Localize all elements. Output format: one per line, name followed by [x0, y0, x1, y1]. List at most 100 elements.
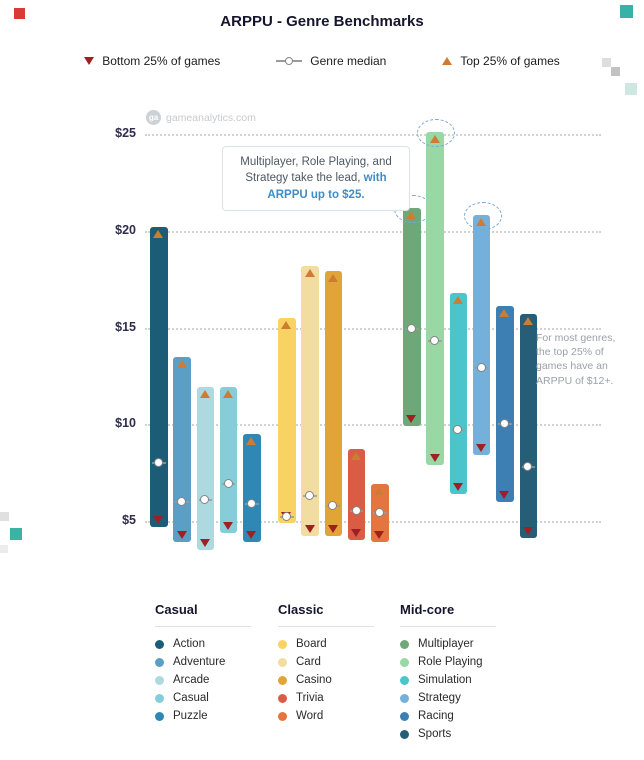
median-dot-simulation — [453, 425, 463, 435]
legend-item-puzzle: Puzzle — [155, 710, 278, 722]
legend-item-label: Role Playing — [418, 656, 483, 668]
bottom-quartile-marker-action — [153, 515, 164, 524]
median-dot-strategy — [476, 363, 486, 373]
top-quartile-marker-trivia — [351, 452, 362, 461]
legend-color-dot — [400, 657, 409, 667]
bar-multiplayer — [403, 207, 421, 427]
legend-top-quartile: Top 25% of games — [442, 54, 560, 68]
y-axis-label: $5 — [122, 513, 136, 527]
bar-card — [301, 265, 319, 537]
top-quartile-marker-puzzle — [246, 436, 257, 445]
legend-item-sports: Sports — [400, 728, 550, 740]
top-quartile-marker-casino — [327, 274, 338, 283]
top-quartile-marker-racing — [499, 309, 510, 318]
median-dot-card — [305, 490, 315, 500]
legend-median-label: Genre median — [310, 54, 387, 68]
legend-item-label: Simulation — [418, 674, 472, 686]
pixel-decoration — [602, 58, 611, 67]
legend-group-casual: Casual Action Adventure Arcade Casual Puzzle — [155, 602, 278, 746]
bar-board — [278, 317, 296, 523]
legend-group-classic: Classic Board Card Casino Trivia Word — [278, 602, 400, 746]
legend-item-card: Card — [278, 656, 400, 668]
bar-sports — [519, 313, 537, 539]
median-dot-action — [153, 457, 163, 467]
legend-item-label: Board — [296, 638, 327, 650]
chart-legend: Bottom 25% of games Genre median Top 25%… — [0, 54, 644, 68]
bar-role-playing — [426, 132, 444, 465]
legend-item-label: Card — [296, 656, 321, 668]
legend-item-multiplayer: Multiplayer — [400, 638, 550, 650]
highlight-ring-role-playing — [417, 119, 456, 148]
legend-item-casual: Casual — [155, 692, 278, 704]
bottom-quartile-marker-word — [374, 531, 385, 540]
legend-item-trivia: Trivia — [278, 692, 400, 704]
legend-item-racing: Racing — [400, 710, 550, 722]
pixel-decoration — [10, 528, 22, 540]
legend-color-dot — [278, 675, 287, 685]
legend-color-dot — [155, 639, 164, 649]
legend-group-mid-core: Mid-core Multiplayer Role Playing Simulatio… — [400, 602, 550, 746]
highlight-ring-strategy — [463, 202, 502, 231]
top-quartile-marker-card — [304, 268, 315, 277]
bar-trivia — [347, 449, 366, 541]
pixel-decoration — [0, 545, 8, 553]
legend-color-dot — [155, 657, 164, 667]
bar-simulation — [449, 292, 468, 494]
y-axis-label: $20 — [115, 222, 136, 237]
bottom-quartile-marker-sports — [522, 527, 533, 536]
legend-item-label: Casual — [173, 692, 209, 704]
bottom-quartile-marker-trivia — [351, 529, 362, 538]
bottom-quartile-marker-casino — [327, 525, 338, 534]
watermark-text: gameanalytics.com — [166, 111, 256, 124]
legend-item-label: Trivia — [296, 692, 324, 704]
top-quartile-marker-adventure — [176, 359, 187, 368]
legend-item-label: Action — [173, 638, 205, 650]
side-note: For most genres, the top 25% of games ha… — [536, 332, 616, 387]
top-quartile-marker-sports — [522, 316, 533, 325]
median-dot-word — [374, 508, 384, 518]
gameanalytics-logo-icon: ga — [146, 110, 161, 125]
median-dot-trivia — [351, 506, 361, 516]
bottom-quartile-icon — [84, 57, 95, 65]
legend-color-dot — [400, 639, 409, 649]
bar-adventure — [173, 356, 191, 543]
pixel-decoration — [620, 5, 633, 18]
pixel-decoration — [0, 512, 9, 521]
legend-color-dot — [400, 729, 409, 739]
legend-item-role-playing: Role Playing — [400, 656, 550, 668]
legend-group-title: Classic — [278, 602, 374, 627]
legend-item-label: Arcade — [173, 674, 210, 686]
bottom-quartile-marker-simulation — [452, 482, 463, 491]
bottom-quartile-marker-role-playing — [429, 453, 440, 462]
bottom-quartile-marker-multiplayer — [406, 415, 417, 424]
genre-legend: Casual Action Adventure Arcade Casual Puzzle C… — [155, 602, 550, 746]
legend-item-simulation: Simulation — [400, 674, 550, 686]
bar-puzzle — [243, 433, 261, 543]
top-quartile-marker-casual — [223, 390, 234, 399]
legend-bottom-label: Bottom 25% of games — [102, 54, 221, 68]
legend-bottom-quartile: Bottom 25% of games — [84, 54, 220, 68]
gridline-25 — [145, 134, 601, 136]
median-dot-role-playing — [430, 336, 440, 346]
legend-item-adventure: Adventure — [155, 656, 278, 668]
median-dot-adventure — [177, 496, 187, 506]
legend-group-title: Casual — [155, 602, 251, 627]
gridline-15 — [145, 327, 601, 330]
legend-color-dot — [155, 675, 164, 685]
legend-item-label: Word — [296, 710, 324, 722]
legend-color-dot — [278, 711, 287, 721]
legend-item-strategy: Strategy — [400, 692, 550, 704]
legend-item-word: Word — [278, 710, 400, 722]
legend-item-board: Board — [278, 638, 400, 650]
bottom-quartile-marker-racing — [499, 490, 510, 499]
top-quartile-icon — [442, 57, 453, 65]
y-axis-label: $10 — [115, 416, 136, 431]
bar-racing — [496, 306, 514, 502]
legend-group-title: Mid-core — [400, 602, 496, 627]
gridline-20 — [145, 230, 601, 233]
median-icon — [276, 55, 303, 67]
legend-item-action: Action — [155, 638, 278, 650]
legend-color-dot — [400, 711, 409, 721]
